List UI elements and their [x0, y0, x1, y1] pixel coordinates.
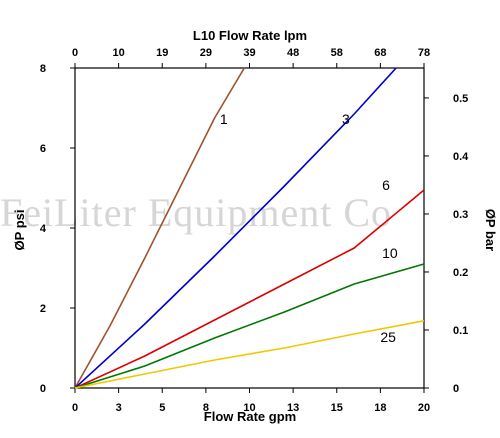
y-tick-label: 4: [40, 223, 47, 235]
x2-tick-label: 58: [331, 47, 343, 59]
series-line-10: [74, 263, 425, 389]
x-axis-label: Flow Rate gpm: [204, 409, 296, 424]
y2-tick-label: 0.2: [453, 267, 468, 279]
y-tick-label: 8: [40, 63, 46, 75]
x2-tick-label: 48: [287, 47, 299, 59]
series-line-1: [74, 67, 245, 389]
y2-tick-label: 0.5: [453, 93, 468, 105]
x2-tick-label: 29: [200, 47, 212, 59]
series-labels: 1 3 6 10 25: [220, 111, 398, 345]
series-layer: [74, 67, 425, 389]
y-tick-label: 2: [40, 303, 46, 315]
series-line-6: [74, 189, 425, 389]
x-tick-label: 0: [72, 402, 78, 414]
series-label-25: 25: [380, 329, 396, 345]
y2-tick-label: 0: [453, 383, 459, 395]
top-axis: 0 10 19 29 39 48 58 68 78: [72, 47, 430, 68]
y-axis-label-right: ØP bar: [483, 209, 498, 251]
series-label-10: 10: [382, 245, 398, 261]
series-line-3: [74, 67, 397, 389]
x2-tick-label: 39: [243, 47, 255, 59]
x-tick-label: 3: [116, 402, 122, 414]
x2-tick-label: 19: [156, 47, 168, 59]
y-axis-label-left: ØP psi: [12, 210, 27, 251]
y2-tick-label: 0.3: [453, 209, 468, 221]
x-tick-label: 15: [331, 402, 343, 414]
series-label-6: 6: [382, 177, 390, 193]
x2-tick-label: 78: [418, 47, 430, 59]
watermark: FeiLiter Equipment Co: [0, 190, 392, 235]
x2-tick-label: 10: [113, 47, 125, 59]
x-tick-label: 8: [203, 402, 209, 414]
left-axis: 0 2 4 6 8: [40, 63, 75, 395]
x2-tick-label: 0: [72, 47, 78, 59]
x2-tick-label: 68: [374, 47, 386, 59]
bottom-axis: 0 3 5 8 10 13 15 18 20: [72, 388, 430, 414]
x-tick-label: 5: [159, 402, 165, 414]
x-tick-label: 13: [287, 402, 299, 414]
series-line-25: [74, 320, 425, 389]
x-tick-label: 20: [418, 402, 430, 414]
x-tick-label: 18: [374, 402, 386, 414]
y2-tick-label: 0.4: [453, 151, 469, 163]
right-axis: 0 0.1 0.2 0.3 0.4 0.5: [424, 93, 469, 395]
chart-title: L10 Flow Rate lpm: [193, 28, 307, 43]
y2-tick-label: 0.1: [453, 325, 468, 337]
y-tick-label: 0: [40, 383, 46, 395]
x-tick-label: 10: [243, 402, 255, 414]
series-label-1: 1: [220, 111, 228, 127]
series-label-3: 3: [342, 111, 350, 127]
y-tick-label: 6: [40, 143, 46, 155]
